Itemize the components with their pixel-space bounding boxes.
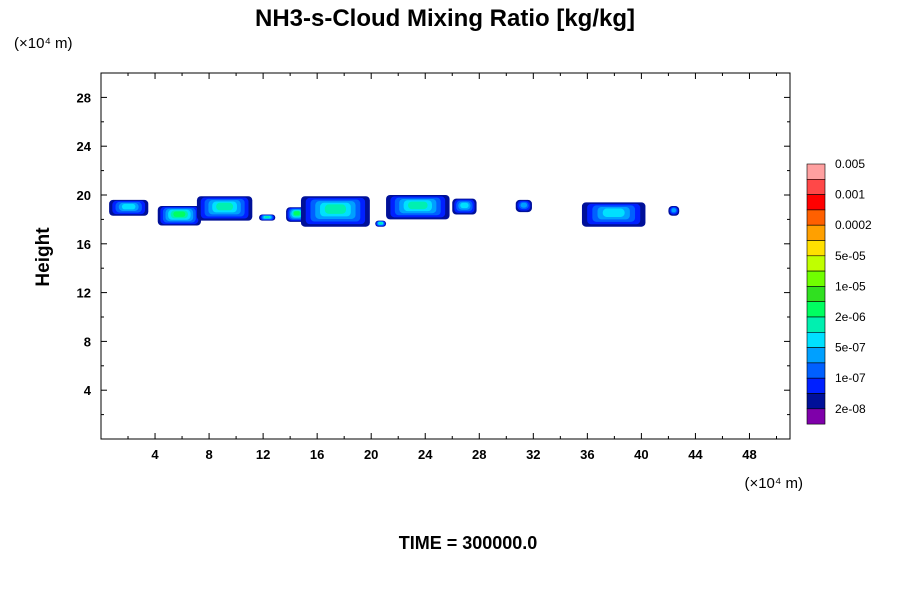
y-axis-label: Height xyxy=(33,227,54,287)
colorbar-label: 2e-06 xyxy=(835,310,866,324)
colorbar-swatch xyxy=(806,301,826,318)
colorbar-swatch xyxy=(806,316,826,333)
y-tick-label: 24 xyxy=(77,139,92,154)
cloud-band xyxy=(602,208,625,217)
y-tick-labels: 4 8 12 16 20 24 28 xyxy=(77,90,92,398)
x-tick-label: 48 xyxy=(742,447,756,462)
cloud-cells xyxy=(109,195,680,227)
x-axis-unit: (×10⁴ m) xyxy=(744,475,803,492)
colorbar-swatch xyxy=(806,224,826,241)
colorbar-swatch xyxy=(806,255,826,272)
x-tick-label: 4 xyxy=(151,447,159,462)
colorbar-swatch xyxy=(806,209,826,226)
colorbar-swatch xyxy=(806,362,826,379)
colorbar-swatch xyxy=(806,179,826,195)
colorbar-label: 0.001 xyxy=(835,188,865,202)
y-tick-label: 4 xyxy=(84,383,92,398)
cloud-band xyxy=(173,211,186,217)
cloud-band xyxy=(293,211,300,216)
cloud-band xyxy=(216,202,234,211)
colorbar-swatch xyxy=(806,270,826,287)
colorbar-label: 0.005 xyxy=(835,157,865,171)
colorbar-swatch xyxy=(806,286,826,302)
y-axis-unit: (×10⁴ m) xyxy=(14,35,73,52)
colorbar-swatch xyxy=(806,347,826,364)
axis-ticks xyxy=(101,73,790,439)
colorbar-swatch xyxy=(806,408,826,425)
cloud-cell xyxy=(109,199,149,216)
cloud-cell xyxy=(515,199,532,213)
colorbar-swatch xyxy=(806,377,826,394)
x-tick-label: 32 xyxy=(526,447,540,462)
cloud-band xyxy=(264,216,270,219)
x-tick-label: 28 xyxy=(472,447,486,462)
colorbar-label: 0.0002 xyxy=(835,218,872,232)
colorbar-swatch xyxy=(806,194,826,211)
y-tick-label: 8 xyxy=(84,334,91,349)
cloud-band xyxy=(378,222,383,225)
cloud-cell xyxy=(452,198,477,215)
colorbar-swatch xyxy=(806,331,826,348)
cloud-band xyxy=(121,203,136,210)
cloud-cell xyxy=(386,195,450,220)
colorbar-swatch xyxy=(806,393,826,410)
colorbar-label: 2e-08 xyxy=(835,402,866,416)
cloud-band xyxy=(671,208,676,213)
colorbar-legend: 2e-08 1e-07 5e-07 2e-06 1e-05 5e-05 0.0002 0.00… xyxy=(806,157,872,425)
y-tick-label: 16 xyxy=(77,237,91,252)
colorbar-label: 5e-07 xyxy=(835,341,866,355)
cloud-cell xyxy=(157,205,201,226)
colorbar-label: 1e-05 xyxy=(835,279,866,293)
y-tick-label: 20 xyxy=(77,188,91,203)
x-tick-labels: 4 8 12 16 20 24 28 32 36 40 44 48 xyxy=(151,447,756,462)
x-tick-label: 24 xyxy=(418,447,433,462)
chart-title: NH3-s-Cloud Mixing Ratio [kg/kg] xyxy=(255,5,635,32)
time-label: TIME = 300000.0 xyxy=(399,533,538,553)
y-tick-label: 12 xyxy=(77,286,91,301)
cloud-band xyxy=(520,202,528,208)
x-tick-label: 20 xyxy=(364,447,378,462)
x-tick-label: 36 xyxy=(580,447,594,462)
x-tick-label: 8 xyxy=(205,447,212,462)
x-tick-label: 44 xyxy=(688,447,703,462)
cloud-cell xyxy=(196,196,253,221)
y-tick-label: 28 xyxy=(77,90,91,105)
cloud-cell xyxy=(668,205,680,216)
colorbar-swatch xyxy=(806,240,826,257)
cloud-cell xyxy=(375,220,387,227)
x-tick-label: 40 xyxy=(634,447,648,462)
cloud-cell xyxy=(259,214,276,221)
cloud-cell xyxy=(300,196,370,227)
colorbar-label: 1e-07 xyxy=(835,371,866,385)
colorbar-swatch xyxy=(806,163,826,180)
cloud-band xyxy=(408,201,428,210)
x-tick-label: 16 xyxy=(310,447,324,462)
plot-frame xyxy=(100,72,791,440)
cloud-cell xyxy=(581,202,646,227)
colorbar-label: 5e-05 xyxy=(835,249,866,263)
cloud-band xyxy=(460,202,469,209)
x-tick-label: 12 xyxy=(256,447,270,462)
cloud-band xyxy=(324,204,346,214)
